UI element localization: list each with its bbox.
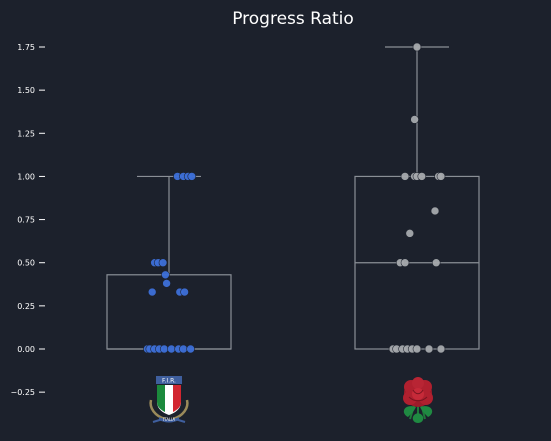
data-point — [187, 172, 197, 181]
data-point — [430, 206, 440, 216]
y-tick-label: 0.50 — [17, 259, 35, 268]
data-point — [179, 344, 188, 354]
data-point — [436, 344, 446, 354]
data-points — [143, 42, 446, 354]
y-tick-label: 1.50 — [17, 86, 35, 95]
y-tick-label: 0.00 — [17, 345, 35, 354]
data-point — [412, 344, 422, 354]
data-point — [167, 344, 176, 354]
box-plot-1 — [354, 46, 480, 350]
box-plots — [106, 46, 480, 350]
italy-fir-crest: F.I.R. ITALIA — [149, 376, 189, 423]
y-tick-label: 1.25 — [17, 129, 35, 138]
data-point — [412, 42, 422, 52]
y-tick-label: 1.00 — [17, 172, 35, 181]
data-point — [161, 270, 170, 280]
svg-text:F.I.R.: F.I.R. — [162, 378, 176, 385]
data-point — [405, 229, 415, 238]
data-point — [158, 258, 168, 268]
y-axis: −0.25 0.00 0.25 0.50 0.75 1.00 1.25 1.50 1.75 — [10, 43, 45, 397]
data-point — [417, 172, 427, 181]
box-plot-0 — [106, 175, 232, 350]
data-point — [410, 115, 419, 124]
england-red-rose — [403, 377, 433, 423]
y-tick-label: 1.75 — [17, 43, 35, 52]
data-point — [162, 279, 171, 288]
data-point — [400, 258, 410, 268]
svg-text:ITALIA: ITALIA — [163, 417, 175, 422]
chart-title: Progress Ratio — [232, 9, 354, 29]
data-point — [147, 287, 157, 297]
data-point — [180, 287, 189, 297]
y-tick-label: 0.25 — [17, 302, 35, 311]
data-point — [159, 344, 169, 354]
y-tick-label: −0.25 — [10, 388, 35, 397]
data-point — [400, 172, 410, 181]
data-point — [436, 172, 446, 181]
data-point — [424, 344, 434, 354]
y-tick-label: 0.75 — [17, 216, 35, 225]
data-point — [431, 258, 441, 268]
data-point — [186, 344, 195, 354]
